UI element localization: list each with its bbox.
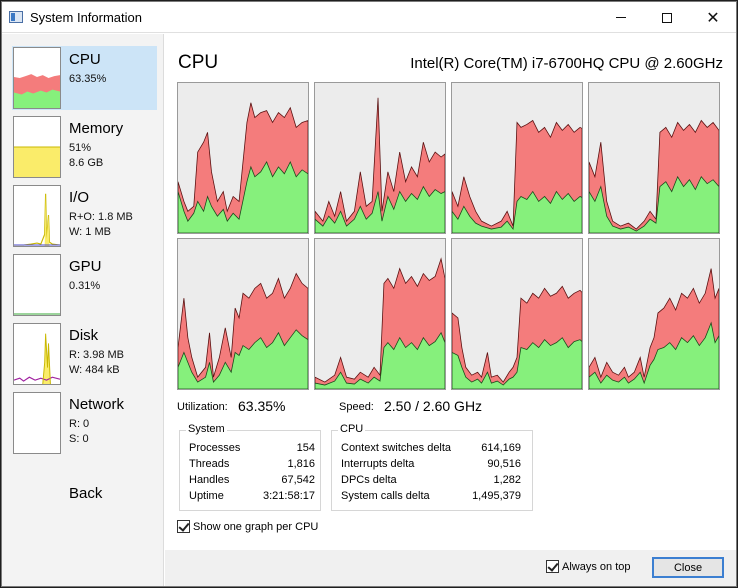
interrupts-value: 90,516 (487, 458, 521, 470)
one-graph-per-cpu-label: Show one graph per CPU (193, 521, 319, 533)
utilization-label: Utilization: (177, 401, 228, 413)
title-bar: System Information ✕ (2, 2, 736, 33)
uptime-label: Uptime (189, 490, 224, 502)
cpu-model-name: Intel(R) Core(TM) i7-6700HQ CPU @ 2.60GH… (410, 55, 723, 72)
always-on-top-label: Always on top (562, 561, 631, 573)
cpu-thumbnail-graph (13, 47, 61, 109)
sidebar-item-memory[interactable]: Memory 51% 8.6 GB (12, 115, 157, 179)
page-title: CPU (178, 52, 219, 73)
sidebar-item-label: GPU (69, 258, 102, 275)
maximize-button[interactable] (644, 2, 690, 33)
sidebar: CPU 63.35% Memory 51% 8.6 GB (2, 34, 164, 586)
sidebar-item-value: 8.6 GB (69, 157, 104, 169)
back-button[interactable]: Back (69, 485, 103, 502)
system-calls-value: 1,495,379 (472, 490, 521, 502)
close-window-button[interactable]: ✕ (690, 2, 736, 33)
gpu-thumbnail-graph (13, 254, 61, 316)
minimize-button[interactable] (598, 2, 644, 33)
one-graph-per-cpu-checkbox[interactable] (177, 520, 190, 533)
sidebar-item-value: 63.35% (69, 73, 107, 85)
disk-thumbnail-graph (13, 323, 61, 385)
always-on-top-checkbox[interactable] (546, 560, 559, 573)
context-switches-value: 614,169 (481, 442, 521, 454)
system-group-title: System (186, 423, 227, 435)
sidebar-item-value: R: 0 (69, 418, 90, 430)
utilization-value: 63.35% (238, 398, 286, 414)
sidebar-item-value: R: 3.98 MB (69, 349, 125, 361)
sidebar-item-value: 0.31% (69, 280, 101, 292)
cpu-core-graph (588, 82, 720, 234)
cpu-stats-group: CPU Context switches delta 614,169 Inter… (331, 423, 533, 511)
dpcs-value: 1,282 (493, 474, 521, 486)
cpu-core-graph (314, 238, 446, 390)
minimize-icon (616, 17, 626, 18)
uptime-value: 3:21:58:17 (263, 490, 315, 502)
system-group: System Processes 154 Threads 1,816 Handl… (179, 423, 321, 511)
sidebar-item-value: W: 1 MB (69, 226, 111, 238)
cpu-core-graph (314, 82, 446, 234)
sidebar-item-label: I/O (69, 189, 90, 206)
sidebar-item-disk[interactable]: Disk R: 3.98 MB W: 484 kB (12, 322, 157, 386)
cpu-core-graph (588, 238, 720, 390)
cpu-core-graph (177, 82, 309, 234)
sidebar-item-value: S: 0 (69, 433, 89, 445)
dpcs-label: DPCs delta (341, 474, 397, 486)
interrupts-label: Interrupts delta (341, 458, 415, 470)
sidebar-item-label: Network (69, 396, 125, 413)
sidebar-item-cpu[interactable]: CPU 63.35% (12, 46, 157, 110)
sidebar-item-value: W: 484 kB (69, 364, 120, 376)
window-title: System Information (30, 10, 142, 25)
sidebar-item-io[interactable]: I/O R+O: 1.8 MB W: 1 MB (12, 184, 157, 248)
network-thumbnail-graph (13, 392, 61, 454)
context-switches-label: Context switches delta (341, 442, 452, 454)
processes-value: 154 (296, 442, 315, 454)
cpu-group-title: CPU (338, 423, 366, 435)
cpu-core-graph (451, 82, 583, 234)
sidebar-item-label: Disk (69, 327, 99, 344)
threads-value: 1,816 (287, 458, 315, 470)
speed-value: 2.50 / 2.60 GHz (384, 398, 483, 414)
handles-value: 67,542 (281, 474, 315, 486)
sidebar-item-label: CPU (69, 51, 101, 68)
cpu-core-graph (451, 238, 583, 390)
threads-label: Threads (189, 458, 230, 470)
processes-label: Processes (189, 442, 241, 454)
sidebar-item-value: R+O: 1.8 MB (69, 211, 133, 223)
maximize-icon (662, 12, 672, 23)
speed-label: Speed: (339, 401, 374, 413)
cpu-detail-panel: CPU Intel(R) Core(TM) i7-6700HQ CPU @ 2.… (165, 34, 736, 550)
cpu-core-graph (177, 238, 309, 390)
app-icon (9, 11, 23, 23)
sidebar-item-network[interactable]: Network R: 0 S: 0 (12, 391, 157, 455)
sidebar-item-gpu[interactable]: GPU 0.31% (12, 253, 157, 317)
sidebar-item-value: 51% (69, 142, 92, 154)
footer-bar: Always on top Close (165, 550, 736, 586)
close-button[interactable]: Close (652, 557, 724, 578)
io-thumbnail-graph (13, 185, 61, 247)
memory-thumbnail-graph (13, 116, 61, 178)
sidebar-item-label: Memory (69, 120, 124, 137)
close-icon: ✕ (706, 9, 720, 27)
handles-label: Handles (189, 474, 230, 486)
system-calls-label: System calls delta (341, 490, 430, 502)
